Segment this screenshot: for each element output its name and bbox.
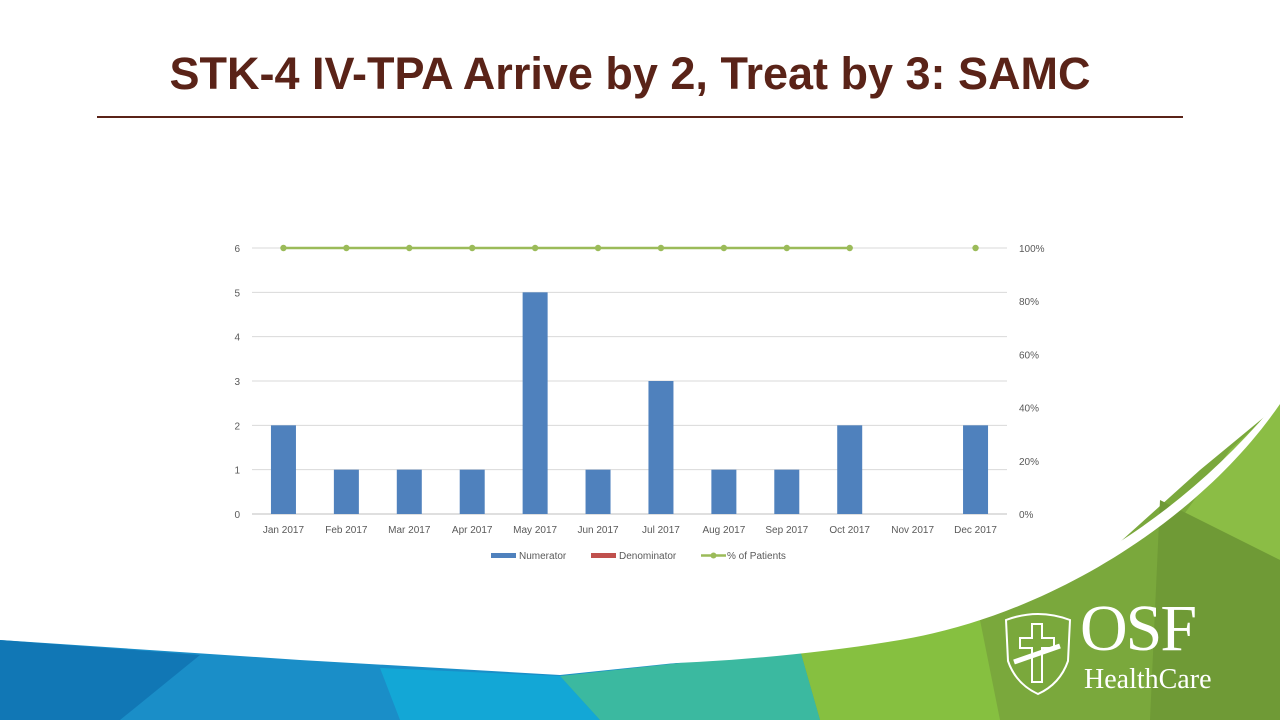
x-tick-label: Dec 2017 bbox=[954, 525, 997, 536]
logo-subtext: HealthCare bbox=[1084, 664, 1212, 695]
x-tick-label: Jun 2017 bbox=[577, 525, 619, 536]
y-tick-label: 6 bbox=[234, 244, 240, 255]
y-tick-label: 0 bbox=[234, 510, 240, 521]
x-tick-label: Oct 2017 bbox=[829, 525, 870, 536]
y-tick-label: 1 bbox=[234, 466, 240, 477]
numerator-bar bbox=[270, 425, 296, 514]
percent-point bbox=[406, 244, 413, 252]
percent-point bbox=[720, 244, 728, 252]
y2-tick-label: 100% bbox=[1019, 244, 1045, 255]
percent-point bbox=[343, 244, 350, 252]
numerator-bar bbox=[522, 292, 548, 514]
legend-label-numerator: Numerator bbox=[519, 551, 567, 562]
percent-point bbox=[469, 244, 476, 252]
y-tick-label: 3 bbox=[234, 377, 240, 388]
y-tick-label: 2 bbox=[234, 421, 240, 432]
slide-title: STK-4 IV-TPA Arrive by 2, Treat by 3: SA… bbox=[169, 48, 1091, 99]
percent-point bbox=[972, 244, 979, 252]
x-tick-label: Jul 2017 bbox=[642, 525, 680, 536]
numerator-bar bbox=[963, 425, 989, 514]
logo-text: OSF bbox=[1080, 592, 1197, 665]
legend-label-denominator: Denominator bbox=[619, 551, 677, 562]
numerator-bar bbox=[711, 469, 737, 514]
numerator-bar bbox=[837, 425, 863, 514]
numerator-bar bbox=[648, 381, 674, 514]
percent-point bbox=[846, 244, 853, 252]
y2-tick-label: 80% bbox=[1019, 297, 1039, 308]
x-tick-label: Sep 2017 bbox=[765, 525, 808, 536]
y2-tick-label: 60% bbox=[1019, 350, 1039, 361]
numerator-bar bbox=[396, 469, 422, 514]
percent-point bbox=[280, 244, 287, 252]
percent-point bbox=[783, 244, 790, 252]
x-tick-label: Mar 2017 bbox=[388, 525, 431, 536]
crest-icon bbox=[1004, 613, 1072, 696]
numerator-bar bbox=[774, 469, 800, 514]
legend-label-percent: % of Patients bbox=[727, 551, 786, 562]
legend-marker-percent bbox=[710, 552, 717, 559]
numerator-bar bbox=[585, 469, 611, 514]
legend-swatch-denominator bbox=[591, 553, 616, 558]
x-tick-label: Nov 2017 bbox=[891, 525, 934, 536]
percent-point bbox=[594, 244, 602, 252]
x-tick-label: May 2017 bbox=[513, 525, 557, 536]
title-divider bbox=[97, 116, 1183, 118]
numerator-bar bbox=[333, 469, 359, 514]
x-tick-label: Jan 2017 bbox=[263, 525, 305, 536]
legend-swatch-numerator bbox=[491, 553, 516, 558]
numerator-bar bbox=[459, 469, 485, 514]
x-tick-label: Apr 2017 bbox=[452, 525, 493, 536]
x-tick-label: Aug 2017 bbox=[702, 525, 745, 536]
y-tick-label: 4 bbox=[234, 333, 240, 344]
percent-point bbox=[657, 244, 665, 252]
y2-tick-label: 20% bbox=[1019, 457, 1039, 468]
y2-tick-label: 0% bbox=[1019, 510, 1034, 521]
percent-point bbox=[531, 244, 539, 252]
y-tick-label: 5 bbox=[234, 288, 240, 299]
x-tick-label: Feb 2017 bbox=[325, 525, 368, 536]
y2-tick-label: 40% bbox=[1019, 404, 1039, 415]
